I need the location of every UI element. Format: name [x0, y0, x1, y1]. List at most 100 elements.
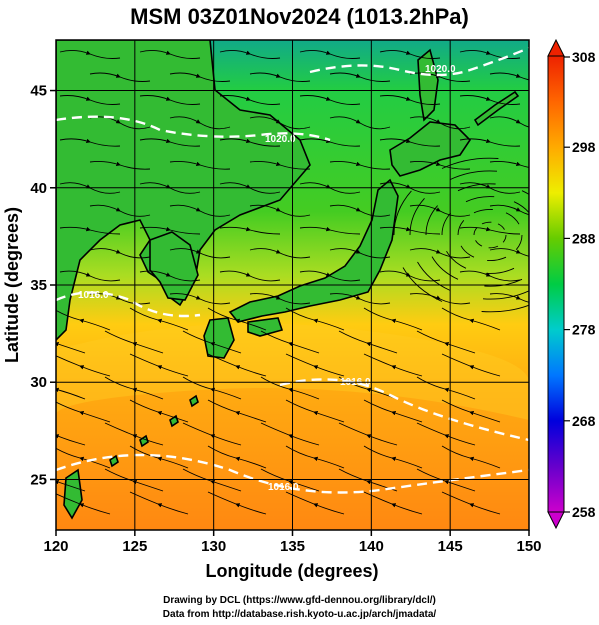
x-tick-label: 135 — [280, 538, 305, 555]
wind-streamline — [379, 49, 441, 59]
wind-streamline — [169, 72, 231, 82]
wind-streamline — [409, 248, 471, 259]
wind-streamline — [285, 307, 345, 331]
wind-streamline — [104, 468, 164, 492]
wind-streamline — [379, 270, 441, 282]
wind-streamline — [489, 160, 529, 168]
credit-line-data: Data from http://database.rish.kyoto-u.a… — [162, 609, 437, 620]
honshu-coast — [228, 178, 399, 323]
wind-streamline — [129, 307, 189, 331]
colorbar-tick-label: 258 — [572, 504, 596, 520]
taiwan-coast — [63, 468, 83, 520]
sakhalin-coast — [417, 48, 439, 122]
wind-streamline — [488, 245, 499, 249]
wind-streamline — [169, 204, 231, 217]
wind-streamline — [56, 493, 111, 515]
wind-streamline — [59, 226, 121, 235]
contour-label: 1016.0 — [268, 482, 299, 493]
wind-streamline — [416, 376, 476, 400]
wind-streamline — [169, 248, 231, 259]
wind-streamline — [285, 353, 345, 377]
y-tick-label: 45 — [30, 83, 47, 100]
wind-streamline — [139, 95, 201, 105]
x-tick-label: 120 — [43, 538, 68, 555]
wind-streamline — [481, 221, 492, 225]
wind-streamline — [299, 49, 361, 59]
wind-streamline — [485, 267, 515, 274]
wind-streamline — [89, 248, 151, 259]
wind-streamline — [379, 138, 441, 147]
wind-streamline — [182, 376, 242, 400]
wind-streamline — [329, 204, 391, 217]
wind-streamline — [502, 234, 507, 243]
x-tick-label: 140 — [359, 538, 384, 555]
wind-streamline — [104, 422, 164, 446]
shikoku-coast — [247, 317, 284, 337]
wind-streamline — [329, 160, 391, 170]
wind-streamline — [299, 95, 361, 105]
wind-streamline — [139, 270, 201, 282]
colorbar-bottom-arrow — [547, 511, 565, 530]
wind-streamline — [329, 248, 391, 259]
wind-streamline — [59, 95, 121, 105]
wind-streamline — [487, 256, 507, 262]
wind-streamline — [182, 422, 242, 446]
wind-streamline — [481, 304, 529, 313]
wind-streamline — [260, 422, 320, 446]
contour-1016-mid — [279, 378, 529, 442]
wind-streamline — [497, 223, 505, 230]
wind-streamline — [489, 248, 529, 257]
wind-streamline — [129, 353, 189, 377]
wind-streamline — [207, 353, 267, 377]
wind-streamline — [56, 342, 86, 354]
wind-streamline — [489, 293, 529, 303]
wind-streamline — [446, 250, 467, 269]
wind-streamlines — [56, 49, 529, 515]
colorbar-tick-label: 278 — [572, 322, 596, 338]
wind-streamline — [528, 256, 529, 257]
wind-streamline — [489, 116, 529, 128]
wind-streamline — [56, 387, 86, 400]
wind-streamline — [182, 330, 242, 354]
wind-streamline — [409, 116, 471, 130]
wind-streamline — [459, 95, 521, 105]
wind-streamline — [89, 72, 151, 82]
wind-streamline — [299, 270, 361, 282]
wind-streamline — [249, 293, 311, 305]
y-axis-ticks: 25 30 35 40 45 — [30, 83, 56, 488]
wind-streamline — [56, 434, 86, 446]
wind-streamline — [139, 138, 201, 147]
wind-streamline — [416, 422, 476, 446]
wind-streamline — [299, 226, 361, 235]
contour-label: 1020.0 — [425, 64, 456, 75]
wind-streamline — [416, 330, 476, 354]
wind-streamline — [56, 401, 111, 423]
colorbar-tick-label: 288 — [572, 230, 596, 246]
wind-streamline — [129, 445, 189, 469]
wind-streamline — [457, 183, 496, 192]
wind-streamline — [482, 290, 529, 300]
wind-streamline — [409, 72, 471, 82]
coastlines — [56, 40, 520, 520]
wind-streamline — [329, 293, 391, 305]
wind-streamline — [299, 138, 361, 147]
wind-streamline — [249, 248, 311, 259]
wind-streamline — [409, 160, 471, 170]
wind-streamline — [89, 160, 151, 170]
wind-streamline — [169, 116, 231, 130]
wind-streamline — [425, 205, 438, 236]
x-tick-label: 150 — [516, 538, 541, 555]
contour-label: 1020.0 — [265, 134, 296, 145]
wind-streamline — [338, 422, 398, 446]
wind-streamline — [459, 138, 521, 147]
lat-lon-grid — [56, 40, 529, 530]
wind-streamline — [56, 309, 111, 331]
wind-streamline — [59, 49, 121, 59]
wind-streamline — [521, 190, 529, 195]
wind-streamline — [409, 293, 471, 305]
wind-streamline — [260, 330, 320, 354]
x-axis-title: Longitude (degrees) — [205, 561, 378, 581]
contour-1020-north — [56, 115, 331, 142]
wind-streamline — [465, 196, 495, 203]
wind-streamline — [417, 261, 451, 291]
